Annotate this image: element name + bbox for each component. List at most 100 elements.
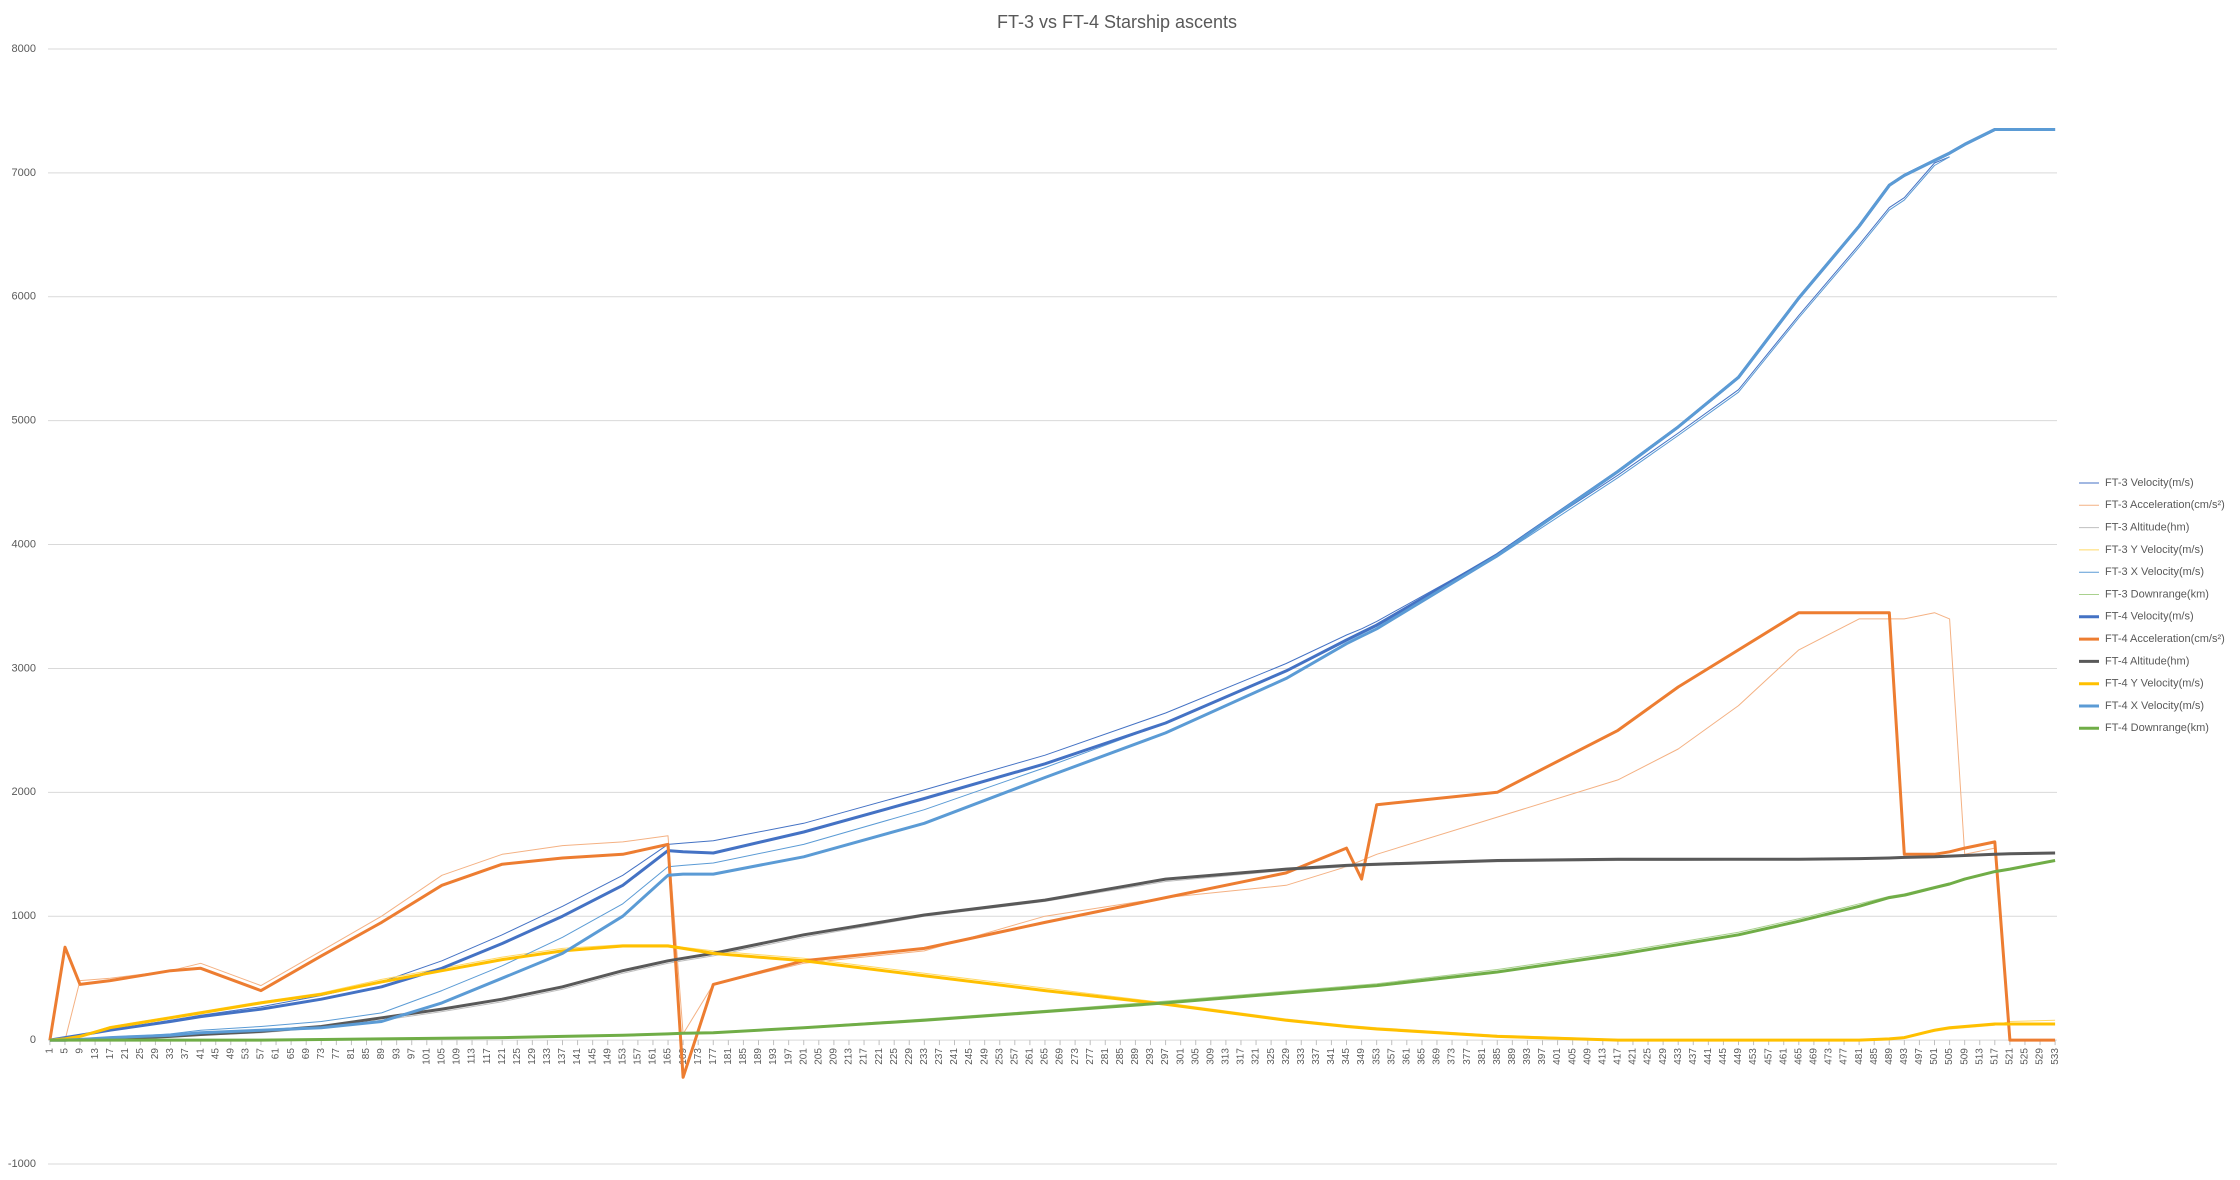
- x-tick-label: 241: [949, 1048, 960, 1065]
- x-tick-label: 265: [1040, 1048, 1051, 1065]
- x-tick-label: 341: [1326, 1048, 1337, 1065]
- x-tick-label: 109: [452, 1048, 463, 1065]
- legend-label: FT-3 Altitude(hm): [2105, 522, 2189, 534]
- x-tick-label: 337: [1311, 1048, 1322, 1065]
- series-line: [49, 944, 2056, 1042]
- x-tick-label: 313: [1221, 1048, 1232, 1065]
- x-tick-label: 485: [1869, 1048, 1880, 1065]
- x-tick-label: 245: [964, 1048, 975, 1065]
- x-tick-label: 53: [241, 1048, 252, 1060]
- x-tick-label: 493: [1899, 1048, 1910, 1065]
- x-tick-label: 441: [1703, 1048, 1714, 1065]
- y-tick-label: -1000: [8, 1158, 36, 1170]
- x-tick-label: 449: [1733, 1048, 1744, 1065]
- x-tick-label: 13: [90, 1048, 101, 1060]
- y-tick-label: 4000: [12, 538, 36, 550]
- x-tick-label: 425: [1643, 1048, 1654, 1065]
- x-tick-label: 477: [1839, 1048, 1850, 1065]
- x-tick-label: 209: [829, 1048, 840, 1065]
- x-tick-label: 125: [512, 1048, 523, 1065]
- x-tick-label: 249: [979, 1048, 990, 1065]
- x-tick-label: 289: [1130, 1048, 1141, 1065]
- x-tick-label: 521: [2005, 1048, 2016, 1065]
- x-tick-label: 437: [1688, 1048, 1699, 1065]
- x-tick-label: 465: [1793, 1048, 1804, 1065]
- x-tick-label: 373: [1447, 1048, 1458, 1065]
- x-tick-label: 533: [2050, 1048, 2061, 1065]
- x-tick-label: 445: [1718, 1048, 1729, 1065]
- legend-label: FT-4 Velocity(m/s): [2105, 611, 2194, 623]
- legend-label: FT-4 Acceleration(cm/s²): [2105, 633, 2225, 645]
- x-tick-label: 1: [45, 1048, 56, 1054]
- x-tick-label: 137: [557, 1048, 568, 1065]
- x-tick-label: 409: [1582, 1048, 1593, 1065]
- x-tick-label: 417: [1613, 1048, 1624, 1065]
- x-tick-label: 461: [1778, 1048, 1789, 1065]
- x-tick-label: 25: [135, 1048, 146, 1060]
- series-line: [49, 156, 1950, 1041]
- x-tick-label: 165: [663, 1048, 674, 1065]
- x-tick-label: 269: [1055, 1048, 1066, 1065]
- x-tick-label: 177: [708, 1048, 719, 1065]
- x-tick-label: 49: [225, 1048, 236, 1060]
- x-tick-label: 141: [572, 1048, 583, 1065]
- x-tick-label: 189: [753, 1048, 764, 1065]
- x-tick-label: 381: [1477, 1048, 1488, 1065]
- x-tick-label: 325: [1266, 1048, 1277, 1065]
- y-tick-label: 0: [30, 1034, 36, 1046]
- x-tick-label: 365: [1417, 1048, 1428, 1065]
- x-tick-label: 21: [120, 1048, 131, 1060]
- x-tick-label: 197: [783, 1048, 794, 1065]
- x-tick-label: 217: [859, 1048, 870, 1065]
- x-tick-label: 185: [738, 1048, 749, 1065]
- x-tick-label: 17: [105, 1048, 116, 1060]
- x-tick-label: 133: [542, 1048, 553, 1065]
- chart-title: FT-3 vs FT-4 Starship ascents: [997, 12, 1237, 32]
- legend-label: FT-3 Acceleration(cm/s²): [2105, 499, 2225, 511]
- x-tick-label: 61: [271, 1048, 282, 1060]
- x-tick-label: 285: [1115, 1048, 1126, 1065]
- x-tick-label: 229: [904, 1048, 915, 1065]
- x-tick-label: 413: [1597, 1048, 1608, 1065]
- x-tick-label: 361: [1401, 1048, 1412, 1065]
- x-tick-label: 321: [1251, 1048, 1262, 1065]
- x-tick-label: 85: [361, 1048, 372, 1060]
- x-tick-label: 489: [1884, 1048, 1895, 1065]
- x-tick-label: 225: [889, 1048, 900, 1065]
- x-tick-label: 149: [602, 1048, 613, 1065]
- x-tick-label: 317: [1236, 1048, 1247, 1065]
- x-tick-label: 369: [1432, 1048, 1443, 1065]
- x-tick-label: 281: [1100, 1048, 1111, 1065]
- x-tick-label: 293: [1145, 1048, 1156, 1065]
- series-line: [49, 156, 1950, 1041]
- x-tick-label: 357: [1386, 1048, 1397, 1065]
- y-tick-label: 3000: [12, 662, 36, 674]
- legend-label: FT-3 Downrange(km): [2105, 588, 2209, 600]
- x-tick-label: 501: [1929, 1048, 1940, 1065]
- x-tick-label: 41: [195, 1048, 206, 1060]
- x-tick-label: 9: [75, 1048, 86, 1054]
- x-tick-label: 525: [2020, 1048, 2031, 1065]
- x-tick-label: 469: [1809, 1048, 1820, 1065]
- x-tick-label: 253: [994, 1048, 1005, 1065]
- x-tick-label: 397: [1537, 1048, 1548, 1065]
- legend-label: FT-3 X Velocity(m/s): [2105, 566, 2204, 578]
- x-tick-label: 77: [331, 1048, 342, 1060]
- legend-label: FT-4 Y Velocity(m/s): [2105, 678, 2204, 690]
- x-tick-label: 221: [874, 1048, 885, 1065]
- x-tick-label: 389: [1507, 1048, 1518, 1065]
- legend-label: FT-3 Y Velocity(m/s): [2105, 544, 2204, 556]
- x-tick-label: 45: [210, 1048, 221, 1060]
- y-tick-label: 1000: [12, 910, 36, 922]
- x-tick-label: 509: [1959, 1048, 1970, 1065]
- x-tick-label: 301: [1175, 1048, 1186, 1065]
- y-tick-label: 8000: [12, 43, 36, 55]
- legend-label: FT-3 Velocity(m/s): [2105, 477, 2194, 489]
- y-tick-label: 7000: [12, 167, 36, 179]
- y-tick-label: 6000: [12, 291, 36, 303]
- x-tick-label: 297: [1160, 1048, 1171, 1065]
- x-tick-label: 257: [1009, 1048, 1020, 1065]
- legend-label: FT-4 X Velocity(m/s): [2105, 700, 2204, 712]
- x-tick-label: 385: [1492, 1048, 1503, 1065]
